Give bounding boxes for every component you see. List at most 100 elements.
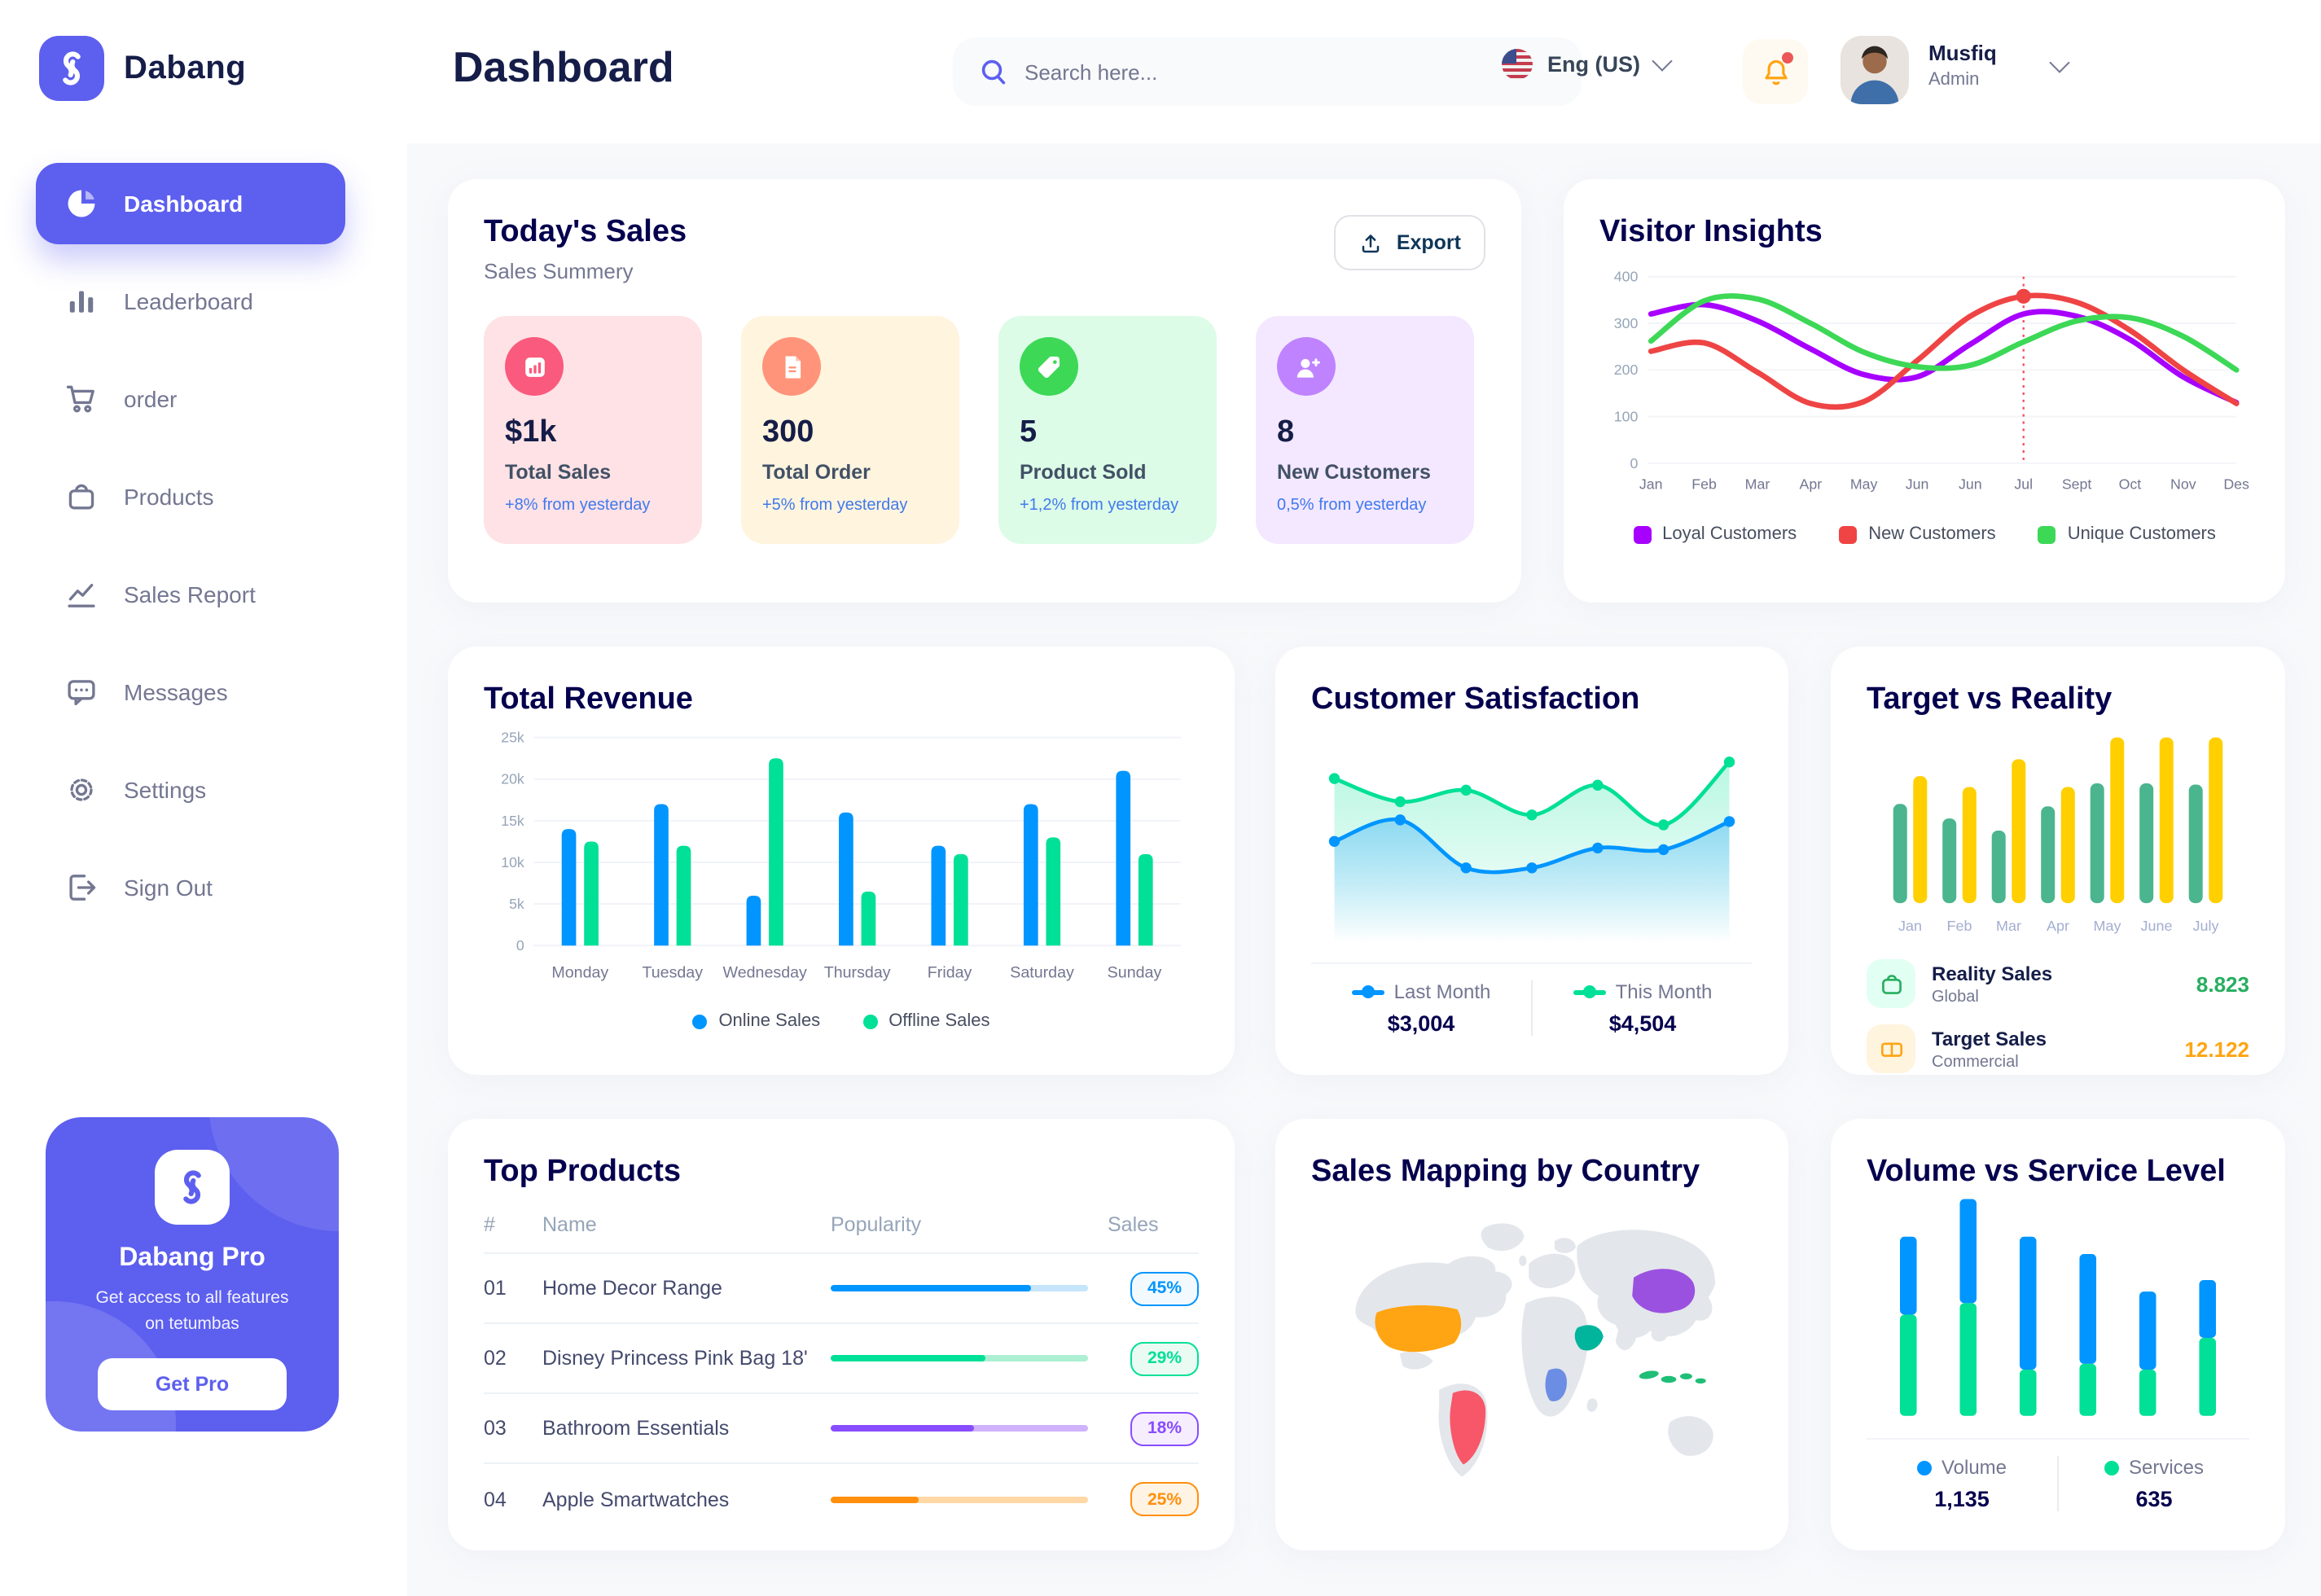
progress-track — [831, 1355, 1088, 1361]
visitor-insights-card: Visitor Insights 400 300 200 100 0 Jan Feb Mar A… — [1564, 179, 2285, 603]
volume-service-title: Volume vs Service Level — [1867, 1155, 2226, 1189]
column-num: # — [484, 1213, 495, 1236]
export-button[interactable]: Export — [1334, 215, 1485, 270]
sidebar-item-sign-out[interactable]: Sign Out — [36, 847, 345, 928]
legend-value: $3,004 — [1387, 1011, 1455, 1036]
legend-sub: Commercial — [1932, 1053, 2019, 1071]
signout-icon — [65, 871, 98, 904]
product-row-02: 02 Disney Princess Pink Bag 18' 29% — [484, 1324, 1199, 1394]
country-china[interactable] — [1632, 1269, 1696, 1313]
island-madagascar — [1586, 1398, 1598, 1412]
stat-card-product-sold: 5 Product Sold +1,2% from yesterday — [998, 316, 1217, 544]
svg-text:20k: 20k — [501, 771, 524, 787]
legend-texts: Reality Sales Global — [1932, 962, 2180, 1006]
legend-swatch — [2038, 525, 2056, 543]
product-popularity — [831, 1285, 1108, 1291]
sidebar-nav: Dashboard Leaderboard order Products Sales R… — [0, 163, 407, 928]
sales-badge: 25% — [1130, 1482, 1199, 1516]
stat-label: Total Order — [762, 461, 871, 484]
column-name: Name — [542, 1213, 597, 1236]
top-products-card: Top Products # Name Popularity Sales 01 H… — [448, 1119, 1235, 1550]
svg-text:Jun: Jun — [1906, 476, 1929, 492]
legend-item-offline-sales: Offline Sales — [862, 1011, 990, 1031]
pro-description: Get access to all features on tetumbas — [95, 1288, 289, 1334]
sidebar-item-leaderboard[interactable]: Leaderboard — [36, 261, 345, 342]
legend-label: Loyal Customers — [1662, 524, 1797, 544]
sidebar-item-settings[interactable]: Settings — [36, 749, 345, 831]
svg-text:June: June — [2141, 918, 2173, 934]
notifications-button[interactable] — [1743, 39, 1808, 104]
sidebar-item-products[interactable]: Products — [36, 456, 345, 537]
progress-track — [831, 1425, 1088, 1432]
volume-service-legend: Volume 1,135 Services 635 — [1867, 1456, 2249, 1511]
product-name: Home Decor Range — [542, 1277, 722, 1300]
legend-this-month: This Month $4,504 — [1533, 980, 1753, 1036]
progress-fill — [831, 1496, 919, 1502]
search-box[interactable] — [953, 37, 1582, 106]
svg-text:May: May — [1850, 476, 1878, 492]
legend-last-month: Last Month $3,004 — [1311, 980, 1533, 1036]
legend-label: Services — [2128, 1456, 2204, 1479]
brand: Dabang — [0, 0, 407, 101]
svg-text:Apr: Apr — [1799, 476, 1822, 492]
product-num: 04 — [484, 1488, 507, 1510]
country-dr-congo[interactable] — [1545, 1368, 1567, 1401]
sidebar-item-messages[interactable]: Messages — [36, 651, 345, 733]
search-input[interactable] — [1024, 59, 1555, 84]
legend-marker: Volume — [1916, 1456, 2007, 1479]
legend-swatch — [1839, 525, 1858, 543]
country-usa[interactable] — [1375, 1305, 1462, 1353]
top-products-header: # Name Popularity Sales — [484, 1213, 1199, 1254]
legend-label: Unique Customers — [2067, 524, 2216, 544]
target-vs-reality-card: Target vs Reality Jan Feb Mar Apr May June Jul… — [1831, 647, 2285, 1075]
country-brazil[interactable] — [1450, 1390, 1486, 1465]
sales-badge: 18% — [1130, 1411, 1199, 1445]
legend-name: Target Sales — [1932, 1027, 2047, 1050]
legend-marker: Services — [2104, 1456, 2204, 1479]
progress-fill — [831, 1285, 1032, 1291]
target-vs-reality-title: Target vs Reality — [1867, 682, 2113, 717]
product-num: 01 — [484, 1277, 507, 1300]
sidebar-item-label: Messages — [124, 679, 228, 705]
cart-icon — [65, 383, 98, 415]
avatar[interactable] — [1841, 36, 1909, 104]
sidebar-item-order[interactable]: order — [36, 358, 345, 440]
product-sales: 18% — [1108, 1411, 1199, 1445]
svg-text:15k: 15k — [501, 813, 524, 829]
region-central-america — [1399, 1352, 1433, 1370]
legend-name: Reality Sales — [1932, 962, 2053, 984]
user-menu[interactable]: Musfiq Admin — [1928, 41, 1997, 90]
stat-value: 8 — [1277, 415, 1295, 449]
language-selector[interactable]: Eng (US) — [1502, 49, 1673, 80]
country-indonesia[interactable] — [1639, 1370, 1706, 1384]
svg-text:Monday: Monday — [551, 964, 608, 982]
notification-dot — [1782, 52, 1793, 64]
svg-text:May: May — [2094, 918, 2121, 934]
svg-text:Saturday: Saturday — [1010, 964, 1074, 982]
svg-text:Friday: Friday — [928, 964, 972, 982]
legend-value: 635 — [2135, 1487, 2173, 1511]
country-saudi-arabia[interactable] — [1574, 1325, 1604, 1351]
svg-text:Wednesday: Wednesday — [723, 964, 808, 982]
pro-title: Dabang Pro — [119, 1244, 265, 1272]
total-revenue-card: Total Revenue 0 5k 10k 15k 20k 25k Monday Tuesd… — [448, 647, 1235, 1075]
user-chevron-down-icon[interactable] — [2049, 52, 2070, 73]
svg-text:5k: 5k — [509, 896, 524, 912]
legend-label: Online Sales — [718, 1011, 821, 1031]
stat-card-total-order: 300 Total Order +5% from yesterday — [741, 316, 959, 544]
sidebar-item-label: Products — [124, 484, 214, 510]
legend-item-loyal-customers: Loyal Customers — [1633, 524, 1797, 544]
svg-text:Jun: Jun — [1959, 476, 1982, 492]
customer-satisfaction-title: Customer Satisfaction — [1311, 682, 1640, 717]
user-name: Musfiq — [1928, 41, 1997, 65]
sales-badge: 45% — [1130, 1271, 1199, 1305]
top-header: Dashboard Eng (US) Musfiq Admin — [407, 0, 2321, 143]
sidebar-item-dashboard[interactable]: Dashboard — [36, 163, 345, 244]
get-pro-button[interactable]: Get Pro — [98, 1357, 287, 1410]
product-name: Disney Princess Pink Bag 18' — [542, 1347, 808, 1370]
visitor-insights-legend: Loyal Customers New Customers Unique Custo… — [1599, 524, 2249, 544]
svg-text:July: July — [2193, 918, 2219, 934]
sidebar-item-sales-report[interactable]: Sales Report — [36, 554, 345, 635]
pro-logo-icon — [155, 1150, 230, 1225]
ticket-icon — [1867, 1024, 1915, 1073]
